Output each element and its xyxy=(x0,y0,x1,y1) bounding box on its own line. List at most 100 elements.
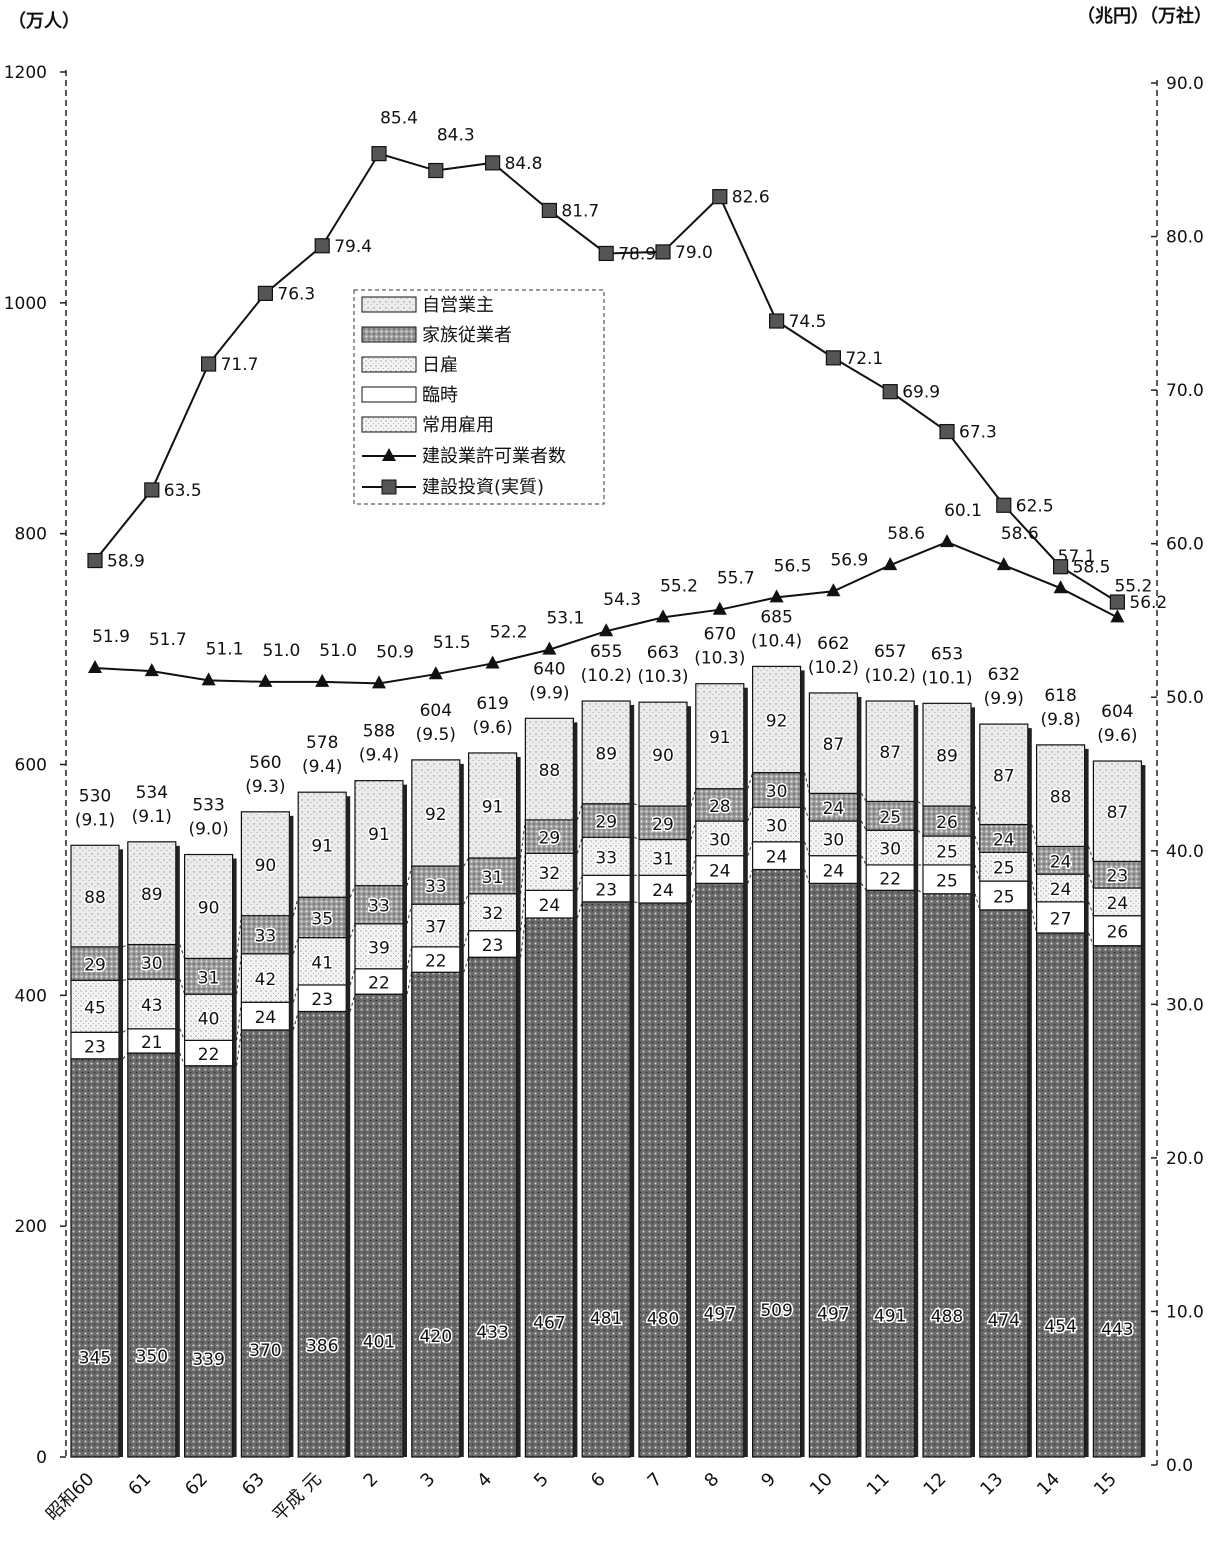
segment-value-label: 25 xyxy=(936,871,958,891)
segment-value-label: 91 xyxy=(368,825,390,845)
right-tick-label: 40.0 xyxy=(1166,842,1204,862)
segment-value-label: 24 xyxy=(993,830,1015,850)
bar-total-label: 663 xyxy=(647,643,679,663)
right-tick-label: 10.0 xyxy=(1166,1302,1204,1322)
segment-connector xyxy=(406,972,413,995)
legend-swatch-temporary xyxy=(361,386,417,403)
segment-connector xyxy=(804,841,810,856)
bar-segment-family xyxy=(354,885,404,925)
segment-value-label: 31 xyxy=(482,868,504,888)
segment-connector xyxy=(1088,846,1094,862)
segment-connector xyxy=(349,923,356,938)
segment-value-label: 25 xyxy=(993,887,1015,907)
investment-marker xyxy=(144,482,160,498)
segment-value-label: 24 xyxy=(652,881,674,901)
investment-value-label: 76.3 xyxy=(277,284,315,304)
bar-segment-family xyxy=(695,788,745,822)
bar-total-label: 653 xyxy=(931,644,963,664)
segment-value-label: 488 xyxy=(931,1307,963,1327)
bar-segment-temporary xyxy=(865,864,915,891)
segment-value-label: 87 xyxy=(993,766,1015,786)
bar-total-label: 534 xyxy=(136,783,168,803)
investment-marker xyxy=(712,189,728,205)
permits-marker xyxy=(485,655,500,669)
bar-share-label: (9.8) xyxy=(1040,710,1080,730)
right-axis-unit: （兆円）（万社） xyxy=(1077,5,1212,27)
stacked-bars xyxy=(70,665,1146,1458)
permits-value-label: 51.0 xyxy=(319,641,357,661)
segment-value-label: 24 xyxy=(255,1008,277,1028)
segment-connector xyxy=(633,803,640,807)
segment-value-label: 401 xyxy=(363,1332,395,1352)
bar-segment-regular xyxy=(297,1010,347,1458)
segment-connector xyxy=(917,829,924,837)
investment-value-label: 81.7 xyxy=(561,201,599,221)
segment-connector xyxy=(576,837,583,854)
segment-value-label: 91 xyxy=(709,728,731,748)
right-tick-label: 0.0 xyxy=(1166,1456,1193,1476)
permits-value-label: 58.6 xyxy=(887,524,925,544)
permits-marker xyxy=(826,583,841,597)
bar-share-label: (10.3) xyxy=(694,649,745,669)
investment-value-label: 79.0 xyxy=(675,243,713,263)
bar-shadow xyxy=(857,696,862,1457)
permits-value-label: 50.9 xyxy=(376,642,414,662)
segment-value-label: 29 xyxy=(652,815,674,835)
segment-connector xyxy=(520,819,526,859)
right-tick-label: 50.0 xyxy=(1166,688,1204,708)
investment-marker xyxy=(598,245,614,262)
permits-value-label: 53.1 xyxy=(546,609,584,629)
segment-connector xyxy=(804,807,810,822)
segment-connector xyxy=(122,1052,129,1060)
segment-value-label: 29 xyxy=(595,812,617,832)
bar-share-label: (9.9) xyxy=(529,683,569,703)
permits-marker xyxy=(599,623,614,637)
segment-connector xyxy=(690,855,697,876)
bar-total-label: 588 xyxy=(363,722,395,742)
investment-value-label: 58.9 xyxy=(107,552,145,572)
segment-value-label: 30 xyxy=(709,830,731,850)
line-series: 51.9 51.7 51.1 51.0 51.0 50.9 51.5 52.2 53.1 54.3… xyxy=(87,109,1167,689)
x-tick-label: 10 xyxy=(806,1469,837,1500)
investment-value-label: 82.6 xyxy=(732,188,770,208)
segment-value-label: 474 xyxy=(988,1311,1020,1331)
bar-total-label: 533 xyxy=(192,796,224,816)
segment-value-label: 31 xyxy=(652,849,674,869)
permits-value-label: 51.1 xyxy=(206,639,244,659)
right-tick-labels: 0.0 10.0 20.0 30.0 40.0 50.0 60.0 70.0 80.0 90.0 xyxy=(1151,74,1204,1476)
bar-segment-temporary xyxy=(70,1031,120,1060)
bar-segment-self-employed xyxy=(70,844,120,948)
segment-connector xyxy=(292,937,299,954)
bar-segment-daily xyxy=(354,923,404,970)
bar-segment-regular xyxy=(751,868,802,1458)
permits-value-label: 51.5 xyxy=(433,633,471,653)
segment-value-label: 91 xyxy=(311,837,333,857)
bar-segment-regular xyxy=(240,1029,290,1458)
bar-share-label: (9.0) xyxy=(188,820,228,840)
bar-segment-temporary xyxy=(695,855,745,884)
bar-shadow xyxy=(1027,728,1032,1457)
x-tick-label: 13 xyxy=(976,1469,1007,1500)
segment-value-label: 87 xyxy=(1107,803,1129,823)
left-tick-label: 200 xyxy=(15,1217,47,1237)
x-tick-label: 7 xyxy=(644,1469,667,1492)
bar-shadow xyxy=(630,705,635,1457)
bar-segment-daily xyxy=(70,979,120,1033)
segment-value-label: 27 xyxy=(1050,909,1072,929)
investment-value-label: 56.2 xyxy=(1129,593,1167,613)
segment-connector xyxy=(747,772,754,789)
bar-shadow xyxy=(1084,748,1089,1457)
segment-connector xyxy=(576,875,583,891)
segment-connector xyxy=(292,1011,299,1031)
segment-value-label: 491 xyxy=(874,1306,906,1326)
segment-value-label: 481 xyxy=(590,1309,622,1329)
segment-connector xyxy=(292,984,299,1003)
legend-label-investment: 建設投資(実質) xyxy=(422,477,544,498)
bar-segment-regular xyxy=(354,993,404,1458)
investment-marker xyxy=(257,285,273,301)
segment-value-label: 33 xyxy=(595,848,617,868)
permits-value-label: 55.2 xyxy=(1114,576,1152,596)
segment-connector xyxy=(349,885,356,898)
segment-value-label: 26 xyxy=(936,813,958,833)
segment-connector xyxy=(179,1028,186,1041)
